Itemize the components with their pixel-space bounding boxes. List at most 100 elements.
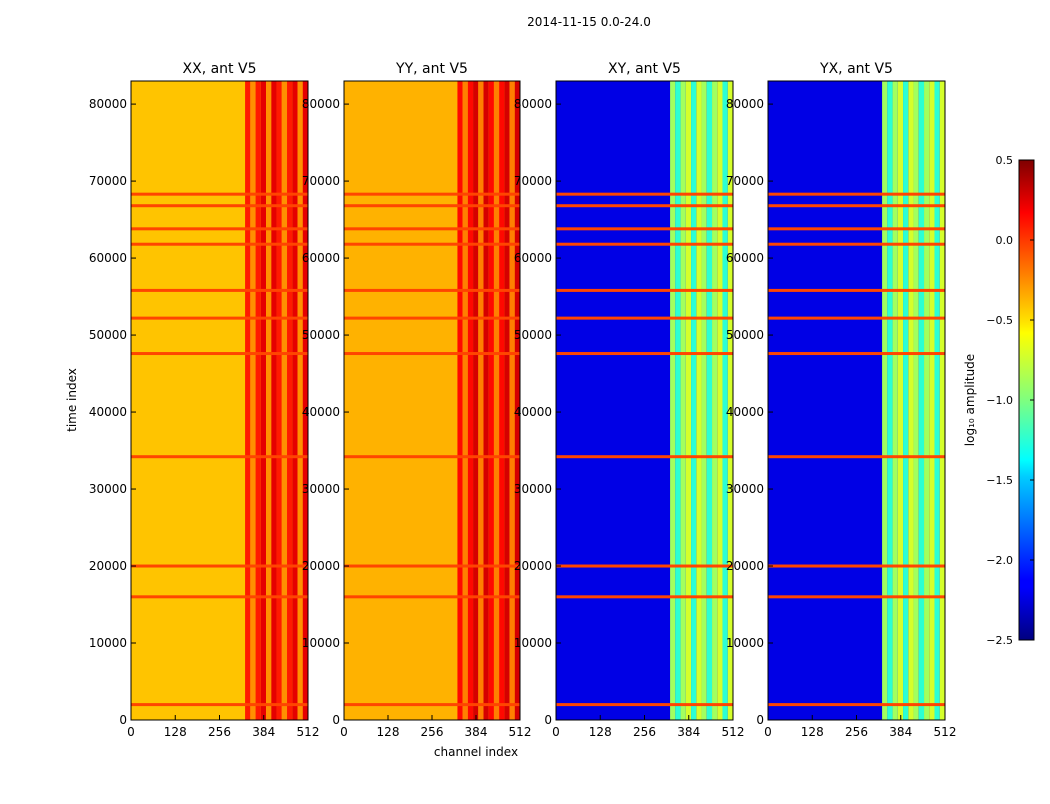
- rfi-band-stripe: [934, 81, 940, 720]
- flagged-row: [344, 352, 520, 356]
- flagged-row: [344, 242, 520, 246]
- y-tick-label: 60000: [514, 251, 552, 265]
- y-tick-label: 80000: [302, 97, 340, 111]
- y-tick-label: 80000: [726, 97, 764, 111]
- x-tick-label: 128: [589, 725, 612, 739]
- flagged-row: [344, 227, 520, 231]
- flagged-row: [344, 703, 520, 707]
- y-tick-label: 30000: [726, 482, 764, 496]
- y-tick-label: 10000: [514, 636, 552, 650]
- flagged-row: [344, 192, 520, 196]
- rfi-band-stripe: [892, 81, 898, 720]
- y-tick-label: 50000: [302, 328, 340, 342]
- flagged-row: [768, 352, 945, 356]
- panel-title-yy: YY, ant V5: [395, 61, 468, 77]
- flagged-row: [556, 242, 733, 246]
- y-tick-label: 20000: [89, 559, 127, 573]
- panel-title-xx: XX, ant V5: [183, 61, 257, 77]
- rfi-band-stripe: [722, 81, 728, 720]
- rfi-band-stripe: [514, 81, 520, 720]
- y-tick-label: 10000: [89, 636, 127, 650]
- panel-yx: YX, ant V5 0 128 256 384 512 0 10000 20000 3000…: [726, 61, 957, 739]
- y-tick-label: 50000: [514, 328, 552, 342]
- y-tick-label: 70000: [514, 174, 552, 188]
- rfi-band-stripe: [685, 81, 692, 720]
- y-tick-label: 20000: [726, 559, 764, 573]
- colorbar-tick-label: 0.5: [996, 154, 1014, 167]
- rfi-band-stripe: [473, 81, 479, 720]
- rfi-band-stripe: [913, 81, 919, 720]
- x-tick-label: 256: [633, 725, 656, 739]
- x-tick-label: 0: [552, 725, 560, 739]
- flagged-row: [344, 455, 520, 459]
- flagged-row: [344, 564, 520, 568]
- y-tick-label: 10000: [302, 636, 340, 650]
- rfi-band-stripe: [287, 81, 293, 720]
- rfi-band-stripe: [701, 81, 707, 720]
- flagged-row: [556, 703, 733, 707]
- x-axis-label: channel index: [434, 745, 518, 759]
- colorbar-tick-label: −0.5: [986, 314, 1013, 327]
- colorbar-tick-label: −2.5: [986, 634, 1013, 647]
- colorbar-label: log₁₀ amplitude: [963, 354, 977, 446]
- flagged-row: [131, 455, 308, 459]
- flagged-row: [556, 227, 733, 231]
- flagged-row: [556, 192, 733, 196]
- x-tick-label: 0: [340, 725, 348, 739]
- flagged-row: [344, 288, 520, 292]
- y-tick-label: 40000: [514, 405, 552, 419]
- flagged-row: [556, 288, 733, 292]
- rfi-band-stripe: [255, 81, 261, 720]
- flagged-row: [768, 595, 945, 599]
- y-tick-label: 30000: [514, 482, 552, 496]
- colorbar-tick-label: −1.5: [986, 474, 1013, 487]
- rfi-band-stripe: [882, 81, 888, 720]
- rfi-band-stripe: [499, 81, 505, 720]
- rfi-band-stripe: [670, 81, 676, 720]
- rfi-band-stripe: [691, 81, 697, 720]
- rfi-band-stripe: [457, 81, 463, 720]
- x-tick-label: 384: [677, 725, 700, 739]
- y-tick-label: 40000: [89, 405, 127, 419]
- rfi-band-stripe: [918, 81, 925, 720]
- figure-suptitle: 2014-11-15 0.0-24.0: [527, 15, 651, 29]
- y-tick-label: 20000: [302, 559, 340, 573]
- flagged-row: [556, 595, 733, 599]
- flagged-row: [556, 204, 733, 208]
- rfi-band-stripe: [887, 81, 893, 720]
- flagged-row: [768, 288, 945, 292]
- y-tick-label: 70000: [726, 174, 764, 188]
- rfi-band-stripe: [727, 81, 733, 720]
- x-tick-label: 512: [934, 725, 957, 739]
- rfi-band-stripe: [504, 81, 510, 720]
- flagged-row: [768, 204, 945, 208]
- rfi-band-stripe: [908, 81, 914, 720]
- rfi-band-stripe: [483, 81, 489, 720]
- flagged-row: [768, 227, 945, 231]
- rfi-band-stripe: [467, 81, 474, 720]
- y-tick-label: 40000: [302, 405, 340, 419]
- flagged-row: [768, 242, 945, 246]
- y-axis-label: time index: [65, 368, 79, 432]
- y-tick-label: 80000: [514, 97, 552, 111]
- rfi-band-stripe: [292, 81, 298, 720]
- rfi-band-stripe: [924, 81, 930, 720]
- rfi-band-stripe: [302, 81, 308, 720]
- flagged-row: [768, 316, 945, 320]
- y-tick-label: 0: [332, 713, 340, 727]
- panel-title-xy: XY, ant V5: [608, 61, 681, 77]
- flagged-row: [768, 703, 945, 707]
- rfi-band-stripe: [929, 81, 935, 720]
- rfi-band-stripe: [696, 81, 702, 720]
- y-tick-label: 50000: [89, 328, 127, 342]
- x-tick-label: 512: [297, 725, 320, 739]
- flagged-row: [131, 192, 308, 196]
- rfi-band-stripe: [281, 81, 288, 720]
- x-tick-label: 128: [377, 725, 400, 739]
- x-tick-label: 0: [764, 725, 772, 739]
- flagged-row: [556, 352, 733, 356]
- flagged-row: [131, 227, 308, 231]
- rfi-band-stripe: [266, 81, 272, 720]
- rfi-band-stripe: [903, 81, 909, 720]
